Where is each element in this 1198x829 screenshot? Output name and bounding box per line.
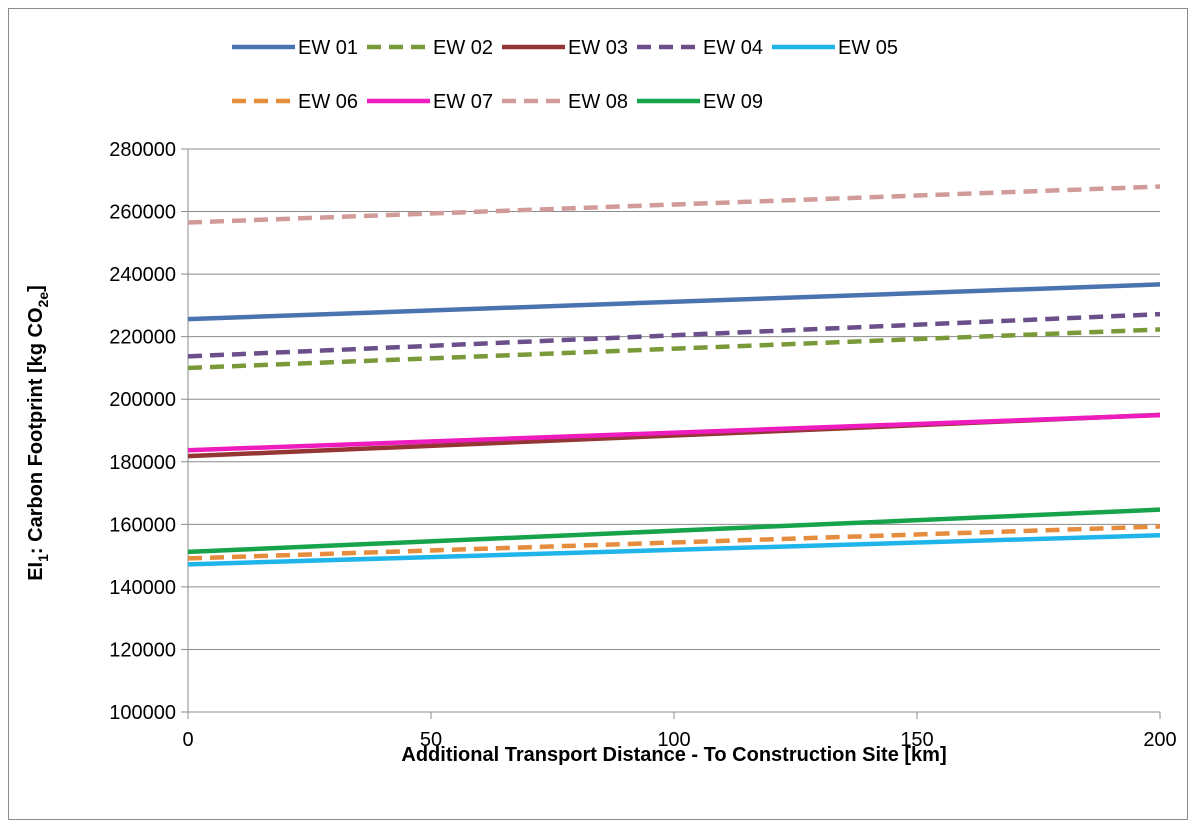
legend-label: EW 07 (433, 91, 493, 113)
y-axis-title-prefix-subscript: 1 (35, 554, 51, 562)
series-line (187, 507, 1161, 555)
chart-frame (8, 8, 1188, 820)
grid-lines (188, 148, 1160, 650)
y-axis-title-main: : Carbon Footprint [kg CO (25, 307, 47, 554)
y-tick-label: 220000 (109, 327, 176, 349)
legend-label: EW 02 (433, 37, 493, 59)
y-tick-label: 180000 (109, 452, 176, 474)
y-tick-label: 160000 (109, 514, 176, 536)
x-tick-label: 150 (900, 729, 933, 751)
x-tick-label: 0 (182, 729, 193, 751)
legend-label: EW 03 (568, 37, 628, 59)
series-line (187, 412, 1161, 453)
x-axis-title: Additional Transport Distance - To Const… (401, 744, 946, 766)
series-line (187, 282, 1161, 322)
legend-label: EW 01 (298, 37, 358, 59)
x-tick-label: 100 (657, 729, 690, 751)
series-line (187, 524, 1161, 561)
y-tick-label: 280000 (109, 139, 176, 161)
y-axis-title: EI1: Carbon Footprint [kg CO2e] (25, 285, 51, 581)
series-line (187, 184, 1161, 225)
y-tick-labels: 100000 120000 140000 160000 180000 200000 2200… (109, 139, 188, 724)
y-axis-title-prefix: EI (25, 562, 47, 581)
legend-label: EW 09 (703, 91, 763, 113)
series-line (187, 327, 1161, 371)
y-tick-label: 200000 (109, 389, 176, 411)
y-tick-label: 240000 (109, 264, 176, 286)
legend-label: EW 08 (568, 91, 628, 113)
series-line (187, 533, 1161, 567)
y-tick-label: 260000 (109, 202, 176, 224)
series-line (187, 311, 1161, 359)
x-tick-label: 200 (1143, 729, 1176, 751)
y-tick-label: 120000 (109, 639, 176, 661)
y-axis-title-unit-subscript: 2e (35, 292, 51, 308)
legend: EW 01 EW 02 EW 03 EW 04 EW 05 EW 06 EW 07 EW 08… (232, 37, 898, 113)
x-tick-labels: 0 50 100 150 200 (182, 712, 1177, 751)
y-tick-label: 100000 (109, 702, 176, 724)
legend-label: EW 04 (703, 37, 763, 59)
legend-label: EW 05 (838, 37, 898, 59)
legend-label: EW 06 (298, 91, 358, 113)
y-axis-title-suffix: ] (25, 285, 47, 292)
y-tick-label: 140000 (109, 577, 176, 599)
series-lines (187, 184, 1161, 567)
x-tick-label: 50 (420, 729, 442, 751)
